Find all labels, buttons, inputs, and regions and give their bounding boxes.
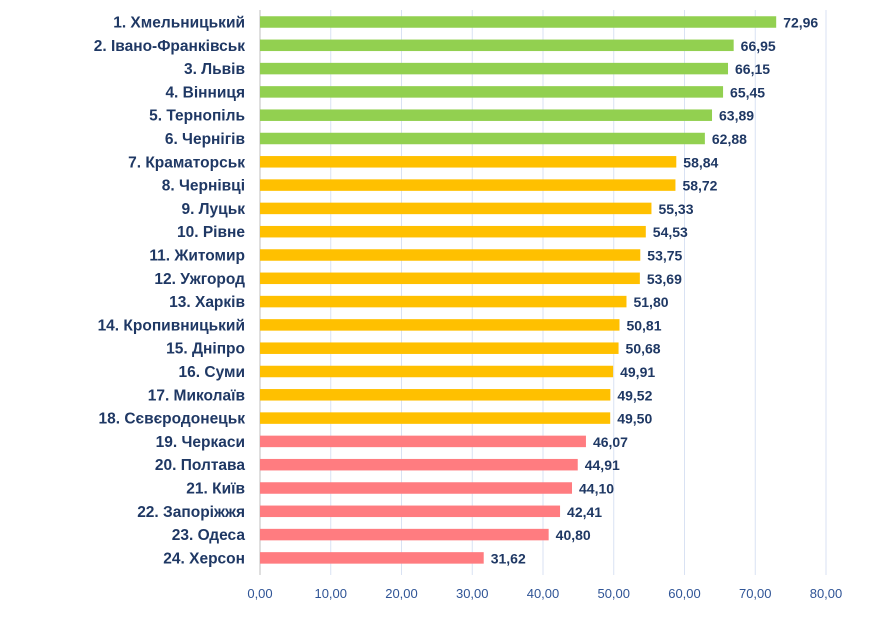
bar — [260, 16, 777, 28]
category-label: 1. Хмельницький — [113, 15, 245, 32]
value-label: 50,81 — [626, 317, 661, 333]
bar — [260, 295, 627, 308]
x-tick-label: 80,00 — [810, 586, 843, 601]
category-label: 13. Харків — [169, 294, 245, 311]
value-label: 72,96 — [783, 15, 818, 31]
value-label: 51,80 — [633, 294, 668, 310]
category-label: 3. Львів — [184, 61, 245, 78]
chart-gridlines — [259, 10, 827, 575]
bar — [260, 319, 620, 331]
category-labels: 1. Хмельницький 2. Івано-Франківськ 3. Льв… — [94, 15, 246, 568]
bar — [260, 482, 573, 494]
bar — [260, 342, 619, 354]
bar — [260, 202, 652, 215]
bar — [260, 179, 676, 191]
bar — [260, 412, 611, 424]
x-tick-label: 40,00 — [527, 586, 560, 601]
value-label: 58,84 — [683, 154, 718, 170]
bar — [260, 272, 640, 285]
category-label: 17. Миколаїв — [148, 387, 245, 404]
category-label: 11. Житомир — [149, 248, 245, 265]
value-label: 66,15 — [735, 61, 770, 77]
bar — [260, 39, 734, 52]
bar — [260, 225, 646, 238]
category-label: 15. Дніпро — [166, 341, 245, 358]
bar — [260, 389, 611, 401]
value-label: 58,72 — [682, 178, 717, 194]
bar — [260, 435, 586, 448]
value-label: 65,45 — [730, 84, 765, 100]
x-tick-label: 20,00 — [385, 586, 418, 601]
x-tick-label: 60,00 — [668, 586, 701, 601]
bar — [260, 109, 713, 121]
value-label: 54,53 — [653, 224, 688, 240]
category-label: 18. Сєвєродонецьк — [98, 411, 245, 428]
value-label: 49,50 — [617, 411, 652, 427]
x-axis-tick-labels: 0,00 10,00 20,00 30,00 40,00 50,00 60,00 70,00 8… — [247, 586, 842, 601]
value-label: 66,95 — [741, 38, 776, 54]
bar — [260, 528, 549, 541]
bar — [260, 156, 677, 168]
category-label: 9. Луцьк — [181, 201, 245, 218]
value-label: 44,91 — [585, 457, 620, 473]
category-label: 6. Чернігів — [165, 131, 245, 148]
bar — [260, 505, 561, 518]
bar — [260, 552, 484, 564]
category-label: 14. Кропивницький — [98, 317, 245, 334]
category-label: 12. Ужгород — [154, 271, 245, 288]
bar — [260, 249, 641, 261]
bar — [260, 62, 729, 75]
value-label: 63,89 — [719, 108, 754, 124]
category-label: 22. Запоріжжя — [137, 504, 245, 521]
value-label: 42,41 — [567, 504, 602, 520]
value-label: 55,33 — [658, 201, 693, 217]
category-label: 8. Чернівці — [162, 178, 245, 195]
category-label: 2. Івано-Франківськ — [94, 38, 246, 55]
category-label: 19. Черкаси — [156, 434, 245, 451]
value-label: 53,69 — [647, 271, 682, 287]
bar — [260, 86, 724, 98]
value-label: 49,91 — [620, 364, 655, 380]
x-tick-label: 70,00 — [739, 586, 772, 601]
category-label: 23. Одеса — [172, 527, 246, 544]
bar — [260, 458, 578, 471]
value-label: 40,80 — [556, 527, 591, 543]
x-tick-label: 0,00 — [247, 586, 272, 601]
bar — [260, 365, 614, 378]
value-label: 44,10 — [579, 481, 614, 497]
x-tick-label: 10,00 — [314, 586, 347, 601]
value-label: 31,62 — [491, 550, 526, 566]
category-label: 7. Краматорськ — [128, 154, 245, 171]
category-label: 16. Суми — [179, 364, 245, 381]
category-label: 4. Вінниця — [165, 84, 245, 101]
x-tick-label: 30,00 — [456, 586, 489, 601]
category-label: 20. Полтава — [155, 457, 245, 474]
category-label: 10. Рівне — [177, 224, 245, 241]
value-label: 46,07 — [593, 434, 628, 450]
x-tick-label: 50,00 — [597, 586, 630, 601]
bar — [260, 132, 705, 145]
category-label: 24. Херсон — [163, 550, 245, 567]
value-label: 50,68 — [626, 341, 661, 357]
value-labels: 72,96 66,95 66,15 65,45 63,89 62,88 58,84 58,72… — [491, 15, 819, 567]
value-label: 53,75 — [647, 248, 682, 264]
value-label: 62,88 — [712, 131, 747, 147]
category-label: 5. Тернопіль — [149, 108, 245, 125]
category-label: 21. Київ — [186, 481, 245, 498]
chart-bars — [260, 16, 777, 564]
value-label: 49,52 — [617, 387, 652, 403]
